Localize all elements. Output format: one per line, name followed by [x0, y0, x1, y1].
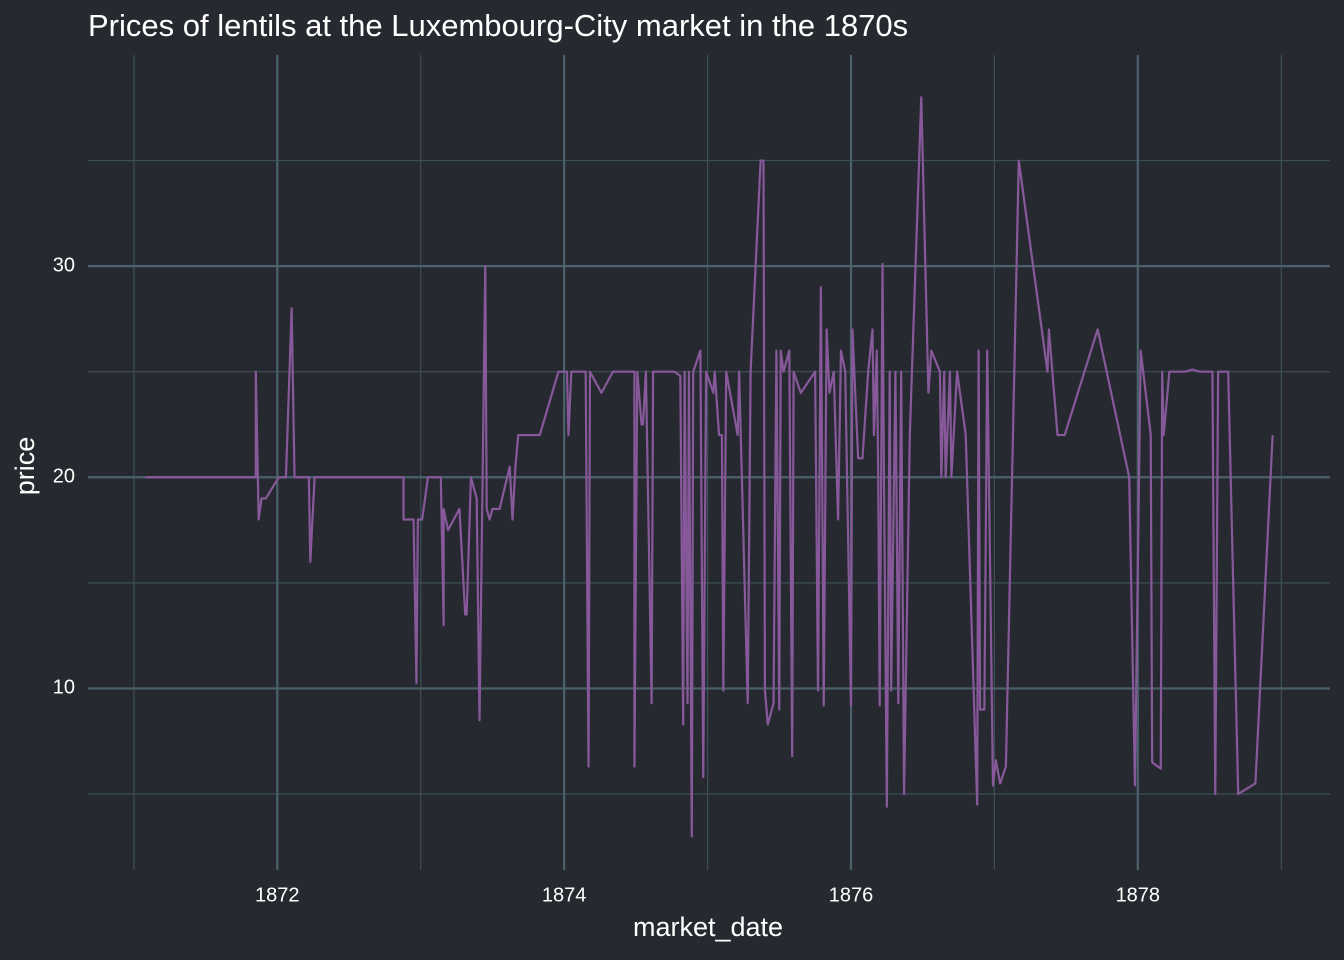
y-tick-label: 10	[53, 677, 75, 699]
price-line	[145, 96, 1274, 838]
chart-title: Prices of lentils at the Luxembourg-City…	[88, 8, 908, 43]
x-tick-label: 1876	[829, 884, 874, 906]
x-tick-label: 1874	[542, 884, 587, 906]
x-tick-label: 1872	[255, 884, 300, 906]
x-axis-title: market_date	[633, 912, 783, 942]
y-tick-label: 30	[53, 254, 75, 276]
y-axis-title: price	[10, 437, 40, 496]
x-tick-label: 1878	[1116, 884, 1161, 906]
grid	[88, 55, 1330, 870]
y-tick-label: 20	[53, 466, 75, 488]
